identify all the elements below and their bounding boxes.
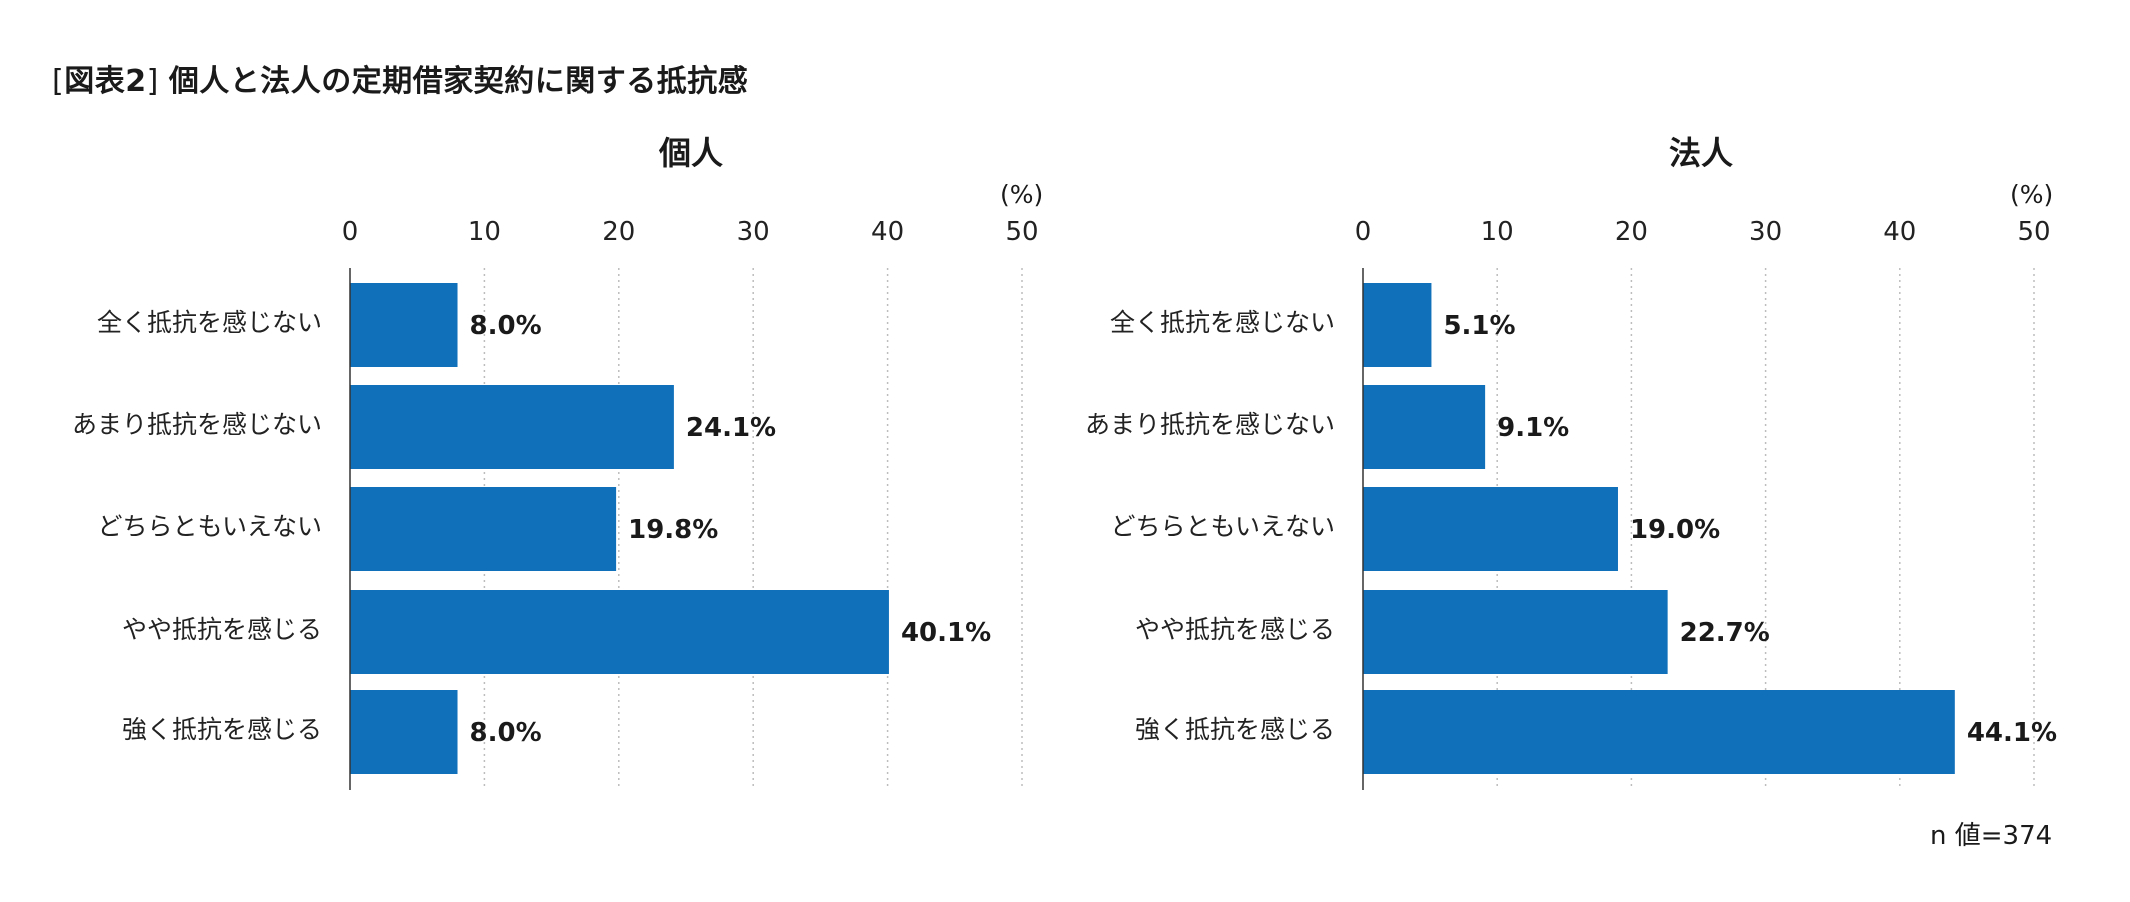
x-tick-label-corporate-3: 30 [1749, 217, 1782, 247]
x-tick-label-individual-4: 40 [871, 217, 904, 247]
category-label-individual-0: 全く抵抗を感じない [97, 308, 322, 337]
x-tick-label-corporate-4: 40 [1883, 217, 1916, 247]
x-tick-label-individual-0: 0 [342, 217, 359, 247]
value-label-individual-3: 40.1% [901, 618, 991, 648]
value-label-individual-0: 8.0% [470, 311, 542, 341]
x-tick-label-individual-3: 30 [737, 217, 770, 247]
unit-label-corporate: (%) [2010, 180, 2054, 209]
unit-label-individual: (%) [1000, 180, 1044, 209]
category-label-individual-2: どちらともいえない [97, 512, 322, 541]
bar-individual-4 [350, 690, 458, 774]
value-label-individual-1: 24.1% [686, 413, 776, 443]
value-label-corporate-1: 9.1% [1497, 413, 1569, 443]
value-label-corporate-3: 22.7% [1680, 618, 1770, 648]
x-tick-label-corporate-1: 10 [1481, 217, 1514, 247]
x-tick-label-individual-2: 20 [602, 217, 635, 247]
bar-corporate-4 [1363, 690, 1955, 774]
category-label-corporate-2: どちらともいえない [1110, 512, 1335, 541]
bar-corporate-2 [1363, 487, 1618, 571]
category-label-individual-4: 強く抵抗を感じる [122, 715, 322, 744]
value-label-corporate-0: 5.1% [1443, 311, 1515, 341]
value-label-corporate-4: 44.1% [1967, 718, 2057, 748]
value-label-individual-2: 19.8% [628, 515, 718, 545]
category-label-individual-3: やや抵抗を感じる [122, 615, 322, 644]
category-label-individual-1: あまり抵抗を感じない [72, 410, 322, 439]
bar-individual-3 [350, 590, 889, 674]
figure-title: [図表2] 個人と法人の定期借家契約に関する抵抗感 [52, 64, 749, 99]
bar-individual-2 [350, 487, 617, 571]
x-tick-label-corporate-5: 50 [2017, 217, 2050, 247]
category-label-corporate-1: あまり抵抗を感じない [1085, 410, 1335, 439]
bar-individual-1 [350, 385, 674, 469]
figure-label: 図表2 [64, 64, 147, 99]
value-label-individual-4: 8.0% [470, 718, 542, 748]
bar-corporate-1 [1363, 385, 1486, 469]
x-tick-label-individual-1: 10 [468, 217, 501, 247]
panel-title-corporate: 法人 [1668, 134, 1733, 172]
figure-title-text: 個人と法人の定期借家契約に関する抵抗感 [168, 64, 749, 99]
x-tick-label-corporate-0: 0 [1355, 217, 1372, 247]
bar-individual-0 [350, 283, 458, 367]
category-label-corporate-4: 強く抵抗を感じる [1135, 715, 1335, 744]
x-tick-label-corporate-2: 20 [1615, 217, 1648, 247]
bar-corporate-3 [1363, 590, 1668, 674]
value-label-corporate-2: 19.0% [1630, 515, 1720, 545]
bar-corporate-0 [1363, 283, 1432, 367]
category-label-corporate-3: やや抵抗を感じる [1135, 615, 1335, 644]
category-label-corporate-0: 全く抵抗を感じない [1110, 308, 1335, 337]
sample-size-note: n 値=374 [1930, 821, 2053, 851]
x-tick-label-individual-5: 50 [1005, 217, 1038, 247]
panel-title-individual: 個人 [658, 134, 723, 172]
